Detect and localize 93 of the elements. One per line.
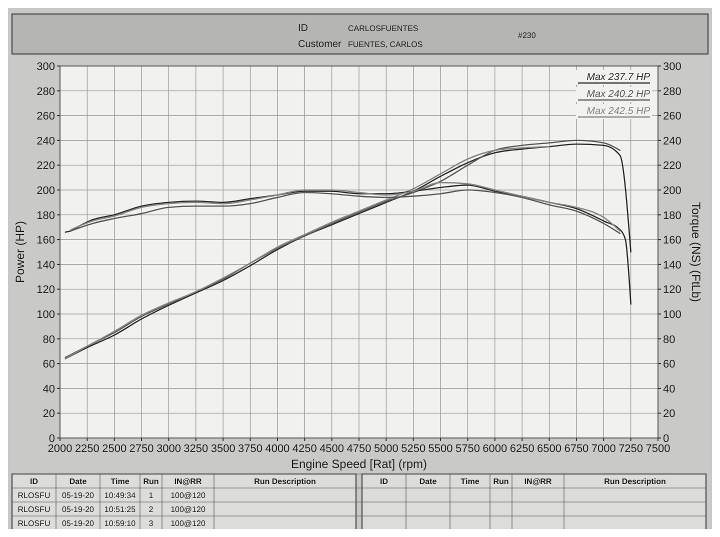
x-axis-title: Engine Speed [Rat] (rpm) <box>290 457 428 471</box>
x-tick-label: 7000 <box>591 443 616 455</box>
text: 100@120 <box>170 505 206 514</box>
y2-tick-label: 280 <box>663 86 682 98</box>
text: IN@RR <box>524 477 552 486</box>
y-tick-label: 300 <box>36 61 55 73</box>
text: 10:59:10 <box>104 519 136 528</box>
text: ID <box>298 23 308 34</box>
x-tick-label: 3500 <box>210 443 236 455</box>
text: 05-19-20 <box>62 505 95 514</box>
text: Time <box>460 477 480 486</box>
y-tick-label: 220 <box>36 160 55 172</box>
x-tick-label: 2250 <box>74 443 100 455</box>
text: 10:51:25 <box>104 505 136 514</box>
x-tick-label: 6250 <box>510 443 534 455</box>
y2-tick-label: 180 <box>663 210 682 222</box>
text: ID <box>380 477 388 486</box>
text: Date <box>69 477 88 486</box>
text: Run Description <box>604 477 666 486</box>
text: Run <box>493 477 509 486</box>
x-tick-label: 7500 <box>646 443 670 455</box>
y-tick-label: 20 <box>42 408 55 420</box>
y2-tick-label: 40 <box>663 383 676 396</box>
text: Max 240.2 HP <box>586 89 650 100</box>
y-tick-label: 40 <box>42 383 55 396</box>
text: RLOSFU <box>18 505 50 514</box>
y2-tick-label: 100 <box>663 309 682 321</box>
text: 100@120 <box>170 491 206 500</box>
source-note: FUENTES, CARLOS <box>348 40 423 49</box>
x-tick-label: 5000 <box>374 443 398 455</box>
text: Run Description <box>254 477 316 486</box>
x-tick-label: 3250 <box>184 443 208 455</box>
text: Run <box>143 477 159 486</box>
x-tick-label: 6500 <box>537 443 562 455</box>
y2-tick-label: 120 <box>663 284 682 296</box>
text: 05-19-20 <box>62 519 95 528</box>
x-tick-label: 2750 <box>129 443 154 455</box>
text: 2 <box>148 505 154 514</box>
y2-tick-label: 200 <box>663 185 682 197</box>
y-tick-label: 280 <box>36 86 55 98</box>
x-tick-label: 5250 <box>401 443 426 455</box>
text: 3 <box>148 519 154 528</box>
x-tick-label: 4500 <box>320 443 344 455</box>
x-tick-label: 3750 <box>238 443 263 455</box>
y-tick-label: 240 <box>36 135 55 148</box>
x-tick-label: 7250 <box>618 443 644 455</box>
text: Time <box>110 477 130 486</box>
x-tick-label: 4000 <box>265 443 290 455</box>
text: #230 <box>518 31 536 40</box>
y2-tick-label: 260 <box>663 110 682 123</box>
y-tick-label: 60 <box>42 358 55 371</box>
y-tick-label: 120 <box>36 284 55 296</box>
y-tick-label: 260 <box>36 110 55 123</box>
y-tick-label: 100 <box>36 309 55 321</box>
y2-tick-label: 20 <box>663 408 676 420</box>
y-tick-label: 0 <box>48 433 55 445</box>
text: RLOSFU <box>18 491 50 500</box>
text: CARLOSFUENTES <box>348 24 418 33</box>
text: Customer <box>298 39 342 50</box>
text: IN@RR <box>174 477 202 486</box>
x-tick-label: 2500 <box>102 443 127 455</box>
text: 10:49:34 <box>104 491 136 500</box>
y2-tick-label: 240 <box>663 135 682 148</box>
y2-tick-label: 140 <box>663 259 682 272</box>
y2-axis-title: Torque (NS) (FtLb) <box>689 202 703 302</box>
text: 100@120 <box>170 519 206 528</box>
text: Max 237.7 HP <box>586 72 650 83</box>
y-tick-label: 140 <box>36 259 55 272</box>
x-tick-label: 3000 <box>156 443 181 455</box>
x-tick-label: 6750 <box>564 443 589 455</box>
x-tick-label: 4250 <box>292 443 317 455</box>
y-tick-label: 80 <box>42 334 55 346</box>
y-axis-title: Power (HP) <box>13 220 27 284</box>
x-tick-label: 4750 <box>346 443 372 455</box>
text: 1 <box>148 491 154 500</box>
text: Max 242.5 HP <box>586 106 650 117</box>
y2-tick-label: 220 <box>663 160 682 172</box>
y2-tick-label: 0 <box>663 433 670 445</box>
y-tick-label: 200 <box>36 185 55 197</box>
y-tick-label: 180 <box>36 210 55 222</box>
x-tick-label: 6000 <box>482 443 508 455</box>
x-tick-label: 2000 <box>48 443 72 455</box>
text: 05-19-20 <box>62 491 95 500</box>
y2-tick-label: 300 <box>663 61 682 73</box>
y-tick-label: 160 <box>36 234 55 247</box>
x-tick-label: 5750 <box>455 443 480 455</box>
text: Date <box>419 477 438 486</box>
text: RLOSFU <box>18 519 50 528</box>
text: ID <box>30 477 38 486</box>
y2-tick-label: 160 <box>663 234 682 247</box>
y2-tick-label: 60 <box>663 358 676 371</box>
x-tick-label: 5500 <box>428 443 453 455</box>
y2-tick-label: 80 <box>663 334 676 346</box>
